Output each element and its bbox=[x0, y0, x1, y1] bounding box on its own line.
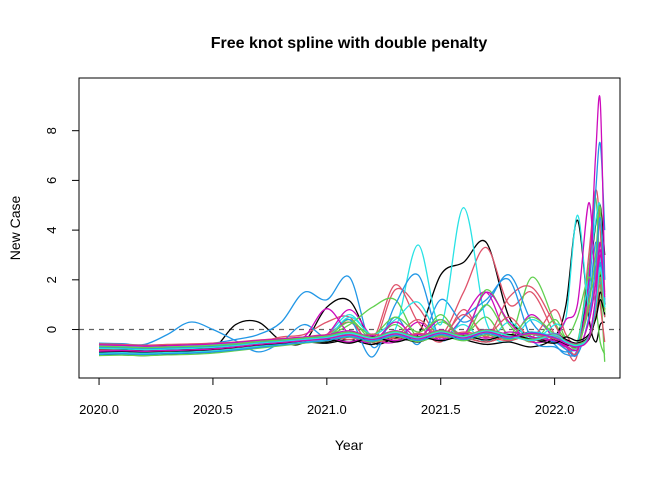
spline-10 bbox=[98, 241, 606, 358]
y-axis: 0 2 4 6 8 bbox=[44, 127, 79, 333]
spline-29 bbox=[98, 266, 606, 351]
chart-title: Free knot spline with double penalty bbox=[211, 35, 488, 52]
x-tick-label: 2021.0 bbox=[307, 402, 347, 417]
x-tick-label: 2022.0 bbox=[535, 402, 575, 417]
y-tick-label: 6 bbox=[44, 177, 59, 184]
spline-30 bbox=[98, 244, 606, 352]
spline-5 bbox=[98, 202, 606, 352]
spline-15 bbox=[98, 205, 606, 350]
x-tick-label: 2021.5 bbox=[421, 402, 461, 417]
spline-12 bbox=[98, 202, 606, 350]
spline-curves bbox=[98, 95, 606, 362]
y-tick-label: 4 bbox=[44, 226, 59, 233]
plot-box bbox=[78, 77, 621, 379]
spline-4 bbox=[98, 141, 606, 357]
y-tick-label: 0 bbox=[44, 326, 59, 333]
spline-27 bbox=[98, 271, 606, 349]
x-tick-label: 2020.0 bbox=[79, 402, 119, 417]
x-axis: 2020.0 2020.5 2021.0 2021.5 2022.0 bbox=[79, 378, 575, 417]
spline-25 bbox=[98, 299, 606, 353]
x-axis-title: Year bbox=[335, 437, 364, 453]
y-tick-label: 8 bbox=[44, 127, 59, 134]
y-axis-title: New Case bbox=[7, 196, 23, 261]
y-tick-label: 2 bbox=[44, 276, 59, 283]
x-tick-label: 2020.5 bbox=[193, 402, 233, 417]
